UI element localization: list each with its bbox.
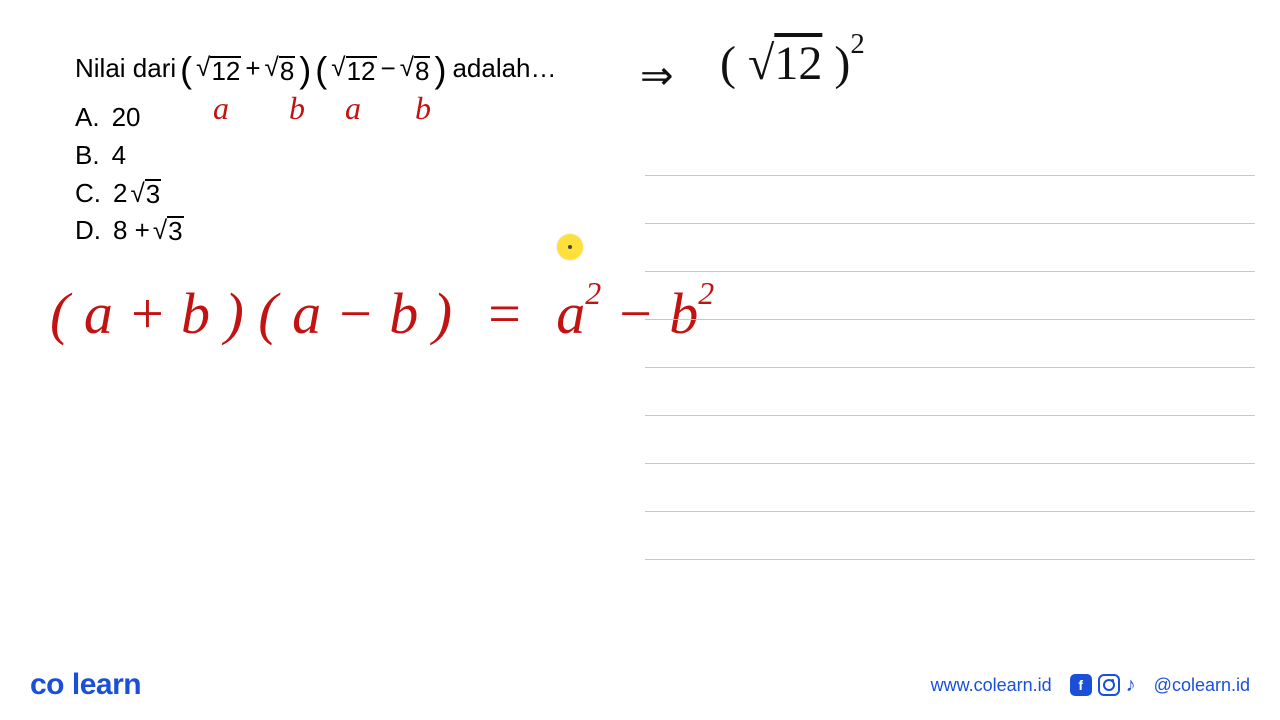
ruled-line xyxy=(645,223,1255,224)
annotation-label-a-0: a xyxy=(213,90,229,127)
footer-handle[interactable]: @colearn.id xyxy=(1154,675,1250,696)
option-a-text: 20 xyxy=(112,99,141,137)
formula-a: a xyxy=(556,281,585,346)
option-c-prefix: 2 xyxy=(113,175,127,213)
option-c-label: C. xyxy=(75,175,101,213)
sqrt-8-a: √8 xyxy=(265,52,296,85)
option-b-label: B. xyxy=(75,137,100,175)
option-b-text: 4 xyxy=(112,137,126,175)
close-paren-2: ) xyxy=(434,56,446,85)
question-suffix: adalah… xyxy=(452,53,556,84)
logo: co learn xyxy=(30,668,141,702)
expr-sup: 2 xyxy=(850,28,864,60)
annotation-label-b-3: b xyxy=(415,90,431,127)
arrow-implies: ⇒ xyxy=(640,52,674,99)
open-paren-1: ( xyxy=(180,56,192,85)
footer: co learn www.colearn.id f ♪ @colearn.id xyxy=(0,650,1280,720)
open-paren-2: ( xyxy=(315,56,327,85)
option-b: B. 4 xyxy=(75,137,1255,175)
option-c-rad: 3 xyxy=(145,179,161,208)
question-prefix: Nilai dari xyxy=(75,53,176,84)
sqrt-12-a: √12 xyxy=(196,52,241,85)
ruled-line xyxy=(645,319,1255,320)
ruled-lines xyxy=(645,175,1255,607)
ruled-line xyxy=(645,175,1255,176)
expr-result: ( √12 )2 xyxy=(720,36,865,91)
formula-a-sup: 2 xyxy=(585,276,601,311)
formula-eq: = xyxy=(485,281,524,346)
option-a: A. 20 xyxy=(75,99,1255,137)
close-paren-1: ) xyxy=(299,56,311,85)
annotation-label-b-1: b xyxy=(289,90,305,127)
sqrt-8-b: √8 xyxy=(400,52,431,85)
logo-learn: learn xyxy=(72,668,141,701)
op-plus: + xyxy=(245,53,260,84)
footer-url[interactable]: www.colearn.id xyxy=(931,675,1052,696)
instagram-icon[interactable] xyxy=(1098,674,1120,696)
formula-handwritten: ( a + b ) ( a − b ) = a2 − b2 xyxy=(50,280,714,347)
facebook-icon[interactable]: f xyxy=(1070,674,1092,696)
ruled-line xyxy=(645,271,1255,272)
logo-co: co xyxy=(30,668,64,701)
sqrt-12-b: √12 xyxy=(331,52,376,85)
footer-right: www.colearn.id f ♪ @colearn.id xyxy=(931,674,1250,697)
tiktok-icon[interactable]: ♪ xyxy=(1126,674,1136,697)
op-minus: − xyxy=(381,53,396,84)
cursor-dot xyxy=(557,234,583,260)
ruled-line xyxy=(645,559,1255,560)
ruled-line xyxy=(645,367,1255,368)
ruled-line xyxy=(645,511,1255,512)
option-d-prefix: 8 + xyxy=(113,212,150,250)
expr-open: ( xyxy=(720,37,736,90)
ruled-line xyxy=(645,415,1255,416)
logo-sep xyxy=(64,668,72,701)
ruled-line xyxy=(645,463,1255,464)
expr-rad: 12 xyxy=(774,37,822,90)
expr-sqrt: √ xyxy=(748,37,774,90)
social-icons: f ♪ xyxy=(1070,674,1136,697)
annotation-label-a-2: a xyxy=(345,90,361,127)
expr-close: ) xyxy=(834,37,850,90)
option-d-rad: 3 xyxy=(167,216,183,245)
option-a-label: A. xyxy=(75,99,100,137)
option-d-label: D. xyxy=(75,212,101,250)
formula-lhs: ( a + b ) ( a − b ) xyxy=(50,281,452,346)
